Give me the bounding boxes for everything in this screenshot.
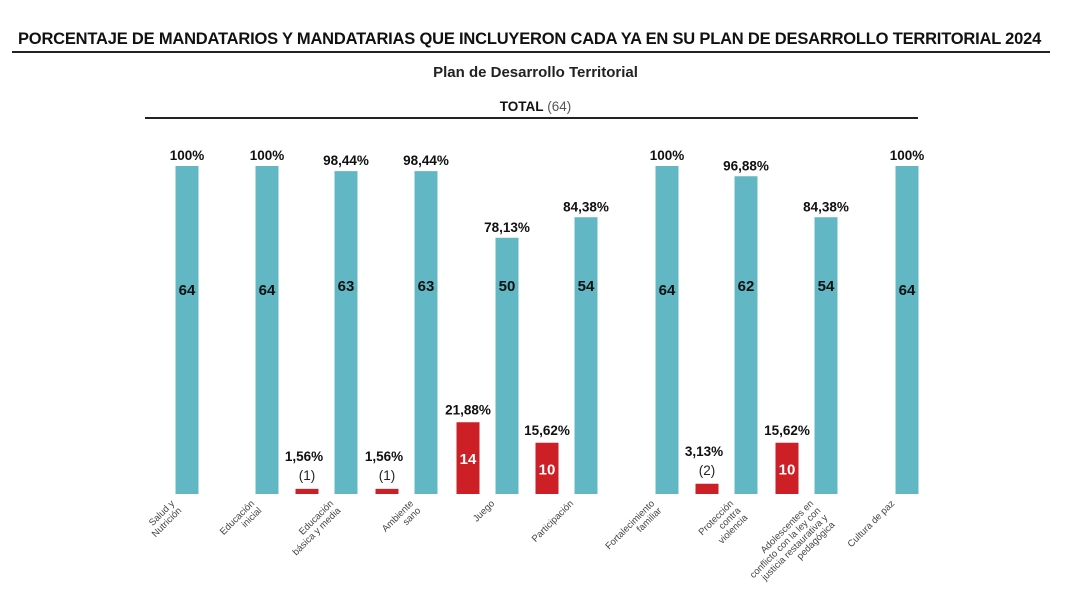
bar-count-teal: 64 [179, 282, 196, 299]
category-label: Cultura de paz [846, 498, 898, 550]
bar-teal [495, 237, 519, 494]
total-count: (64) [547, 99, 572, 114]
pct-label-teal: 96,88% [723, 158, 769, 173]
bar-count-teal: 64 [659, 282, 676, 299]
bar-teal [414, 171, 438, 494]
pct-label-teal: 100% [890, 148, 925, 163]
bar-red [695, 483, 719, 494]
pct-label-red: 1,56% [285, 449, 323, 464]
category-label: Proteccióncontraviolencia [697, 498, 751, 552]
category-label: Educacióninicial [218, 498, 264, 544]
bar-count-red: 14 [460, 451, 477, 468]
pct-label-red: 15,62% [524, 423, 570, 438]
bar-count-red: 10 [779, 461, 796, 478]
pct-label-red: 1,56% [365, 449, 403, 464]
category-label: Participación [530, 498, 576, 544]
category-label: Salud yNutrición [143, 498, 185, 540]
total-label: TOTAL (64) [0, 99, 1071, 114]
total-divider [145, 117, 918, 119]
bar-teal [734, 176, 758, 494]
total-text: TOTAL [499, 99, 544, 114]
bar-count-teal: 64 [899, 282, 916, 299]
bar-count-red: (1) [379, 468, 396, 483]
bar-red [775, 442, 799, 494]
bar-red [295, 488, 319, 494]
chart-subtitle: Plan de Desarrollo Territorial [433, 64, 638, 81]
bar-count-red: (1) [299, 468, 316, 483]
bar-teal [574, 217, 598, 494]
category-label: Juego [471, 498, 497, 524]
pct-label-red: 15,62% [764, 423, 810, 438]
category-label: Fortalecimientofamiliar [603, 498, 664, 559]
pct-label-teal: 78,13% [484, 220, 530, 235]
bar-red [535, 442, 559, 494]
pct-label-teal: 98,44% [403, 153, 449, 168]
bar-teal [175, 166, 199, 494]
pct-label-red: 21,88% [445, 402, 491, 417]
pct-label-teal: 100% [250, 148, 285, 163]
bar-teal [895, 166, 919, 494]
bar-count-teal: 50 [499, 278, 516, 295]
bar-count-teal: 63 [338, 278, 355, 295]
bar-teal [255, 166, 279, 494]
category-label: Ambientesano [380, 498, 423, 541]
pct-label-teal: 98,44% [323, 153, 369, 168]
bar-count-teal: 54 [578, 278, 595, 295]
bar-teal [334, 171, 358, 494]
title-divider [12, 51, 1050, 53]
bar-teal [814, 217, 838, 494]
bar-count-red: (2) [699, 463, 716, 478]
category-label: Educaciónbásica y media [284, 498, 344, 558]
pct-label-teal: 84,38% [803, 199, 849, 214]
category-label: Adolescentes enconflicto con la ley conj… [741, 498, 838, 593]
bar-count-red: 10 [539, 461, 556, 478]
bar-count-teal: 62 [738, 278, 755, 295]
bar-count-teal: 63 [418, 278, 435, 295]
bar-teal [655, 166, 679, 494]
bar-count-teal: 54 [818, 278, 835, 295]
pct-label-teal: 100% [650, 148, 685, 163]
chart-title: PORCENTAJE DE MANDATARIOS Y MANDATARIAS … [18, 30, 1042, 48]
bar-red [456, 422, 480, 494]
bar-count-teal: 64 [259, 282, 276, 299]
bar-red [375, 488, 399, 494]
pct-label-teal: 100% [170, 148, 205, 163]
pct-label-red: 3,13% [685, 444, 723, 459]
pct-label-teal: 84,38% [563, 199, 609, 214]
